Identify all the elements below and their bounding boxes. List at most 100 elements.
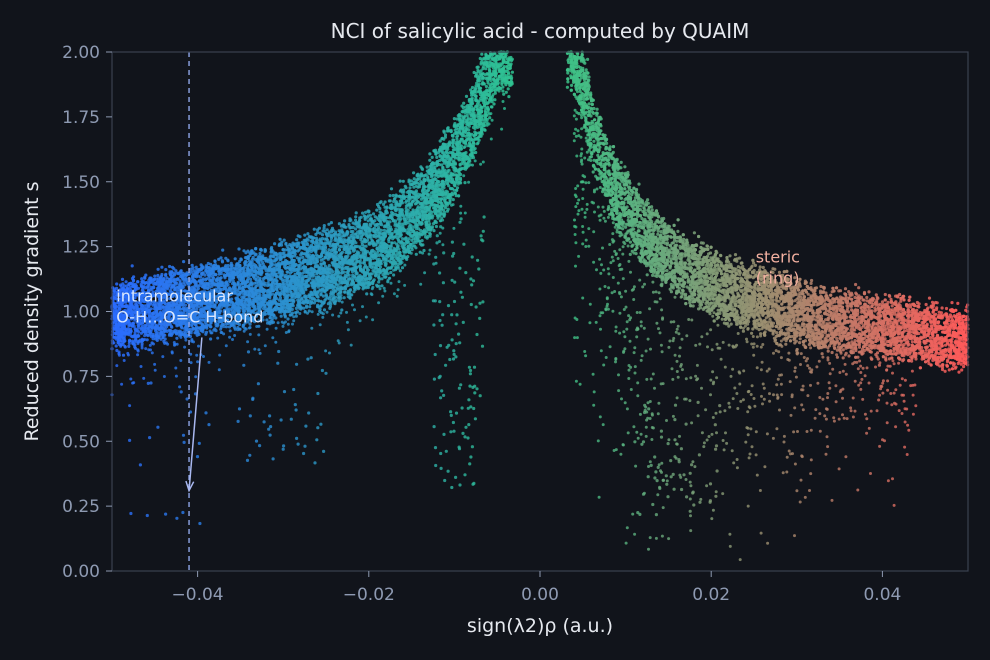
data-point: [383, 275, 387, 279]
data-point: [262, 266, 266, 270]
data-point: [377, 227, 381, 231]
data-point: [474, 84, 478, 88]
data-point: [322, 226, 326, 230]
data-point: [428, 179, 432, 183]
data-point: [464, 109, 468, 113]
data-point: [286, 270, 290, 274]
data-point: [481, 82, 486, 86]
data-point: [474, 94, 478, 98]
data-point: [354, 227, 358, 231]
data-point: [121, 353, 126, 357]
data-point: [452, 117, 456, 121]
data-point: [320, 233, 325, 237]
data-point: [113, 335, 117, 339]
data-point: [254, 247, 258, 251]
data-point: [477, 76, 481, 81]
data-point: [374, 235, 378, 239]
data-point: [414, 184, 418, 188]
data-point: [378, 265, 383, 269]
data-point: [475, 65, 479, 69]
data-point: [360, 242, 364, 247]
data-point: [201, 278, 205, 282]
data-point: [377, 280, 381, 284]
data-point: [379, 200, 383, 204]
data-point: [408, 186, 412, 190]
data-point: [480, 105, 484, 110]
data-point: [280, 240, 284, 244]
data-point: [115, 282, 119, 286]
data-point: [168, 332, 172, 336]
data-point: [489, 105, 493, 109]
data-point: [131, 279, 135, 283]
data-point: [479, 86, 483, 90]
data-point: [197, 279, 201, 283]
data-point: [233, 257, 237, 261]
data-point: [171, 274, 175, 278]
data-point: [480, 52, 484, 56]
data-point: [279, 256, 283, 260]
data-point: [204, 278, 208, 282]
data-point: [340, 308, 344, 312]
data-point: [325, 228, 329, 232]
data-point: [246, 256, 250, 260]
data-point: [132, 275, 136, 279]
data-point: [435, 155, 439, 159]
data-point: [446, 154, 450, 158]
data-point: [510, 70, 514, 74]
data-point: [342, 270, 346, 274]
data-point: [401, 179, 405, 183]
data-point: [446, 164, 450, 168]
data-point: [321, 294, 325, 298]
data-point: [446, 145, 450, 149]
data-point: [168, 264, 172, 269]
data-point: [314, 253, 318, 257]
data-point: [319, 258, 323, 262]
data-point: [343, 290, 347, 294]
data-point: [507, 95, 511, 99]
data-point: [359, 236, 363, 240]
data-point: [390, 217, 394, 221]
data-point: [391, 193, 395, 198]
data-point: [405, 214, 409, 218]
data-point: [413, 202, 418, 206]
data-point: [392, 246, 396, 250]
data-point: [355, 250, 359, 254]
data-point: [387, 199, 391, 203]
data-point: [294, 306, 298, 310]
data-point: [203, 273, 207, 277]
data-point: [388, 194, 392, 198]
data-point: [412, 177, 416, 181]
data-point: [336, 242, 340, 246]
data-point: [428, 158, 432, 162]
data-point: [318, 307, 322, 311]
data-point: [414, 252, 418, 256]
data-point: [484, 84, 488, 89]
data-point: [243, 263, 247, 267]
data-point: [217, 257, 221, 261]
data-point: [467, 106, 471, 110]
data-point: [156, 273, 160, 278]
data-point: [238, 263, 242, 267]
data-point: [467, 124, 471, 128]
data-point: [332, 248, 336, 252]
data-point: [200, 271, 204, 275]
data-point: [354, 215, 358, 219]
data-point: [451, 134, 455, 138]
data-point: [464, 94, 469, 98]
data-point: [213, 259, 217, 263]
data-point: [482, 93, 486, 97]
data-point: [261, 262, 265, 266]
data-point: [340, 230, 344, 234]
data-point: [242, 269, 246, 273]
data-point: [301, 255, 305, 259]
data-point: [472, 70, 476, 75]
data-point: [124, 280, 128, 284]
data-point: [323, 264, 327, 268]
data-point: [389, 187, 394, 191]
data-point: [475, 104, 479, 108]
data-point: [174, 269, 178, 273]
data-point: [348, 277, 352, 281]
data-point: [355, 272, 359, 276]
data-point: [382, 225, 386, 229]
